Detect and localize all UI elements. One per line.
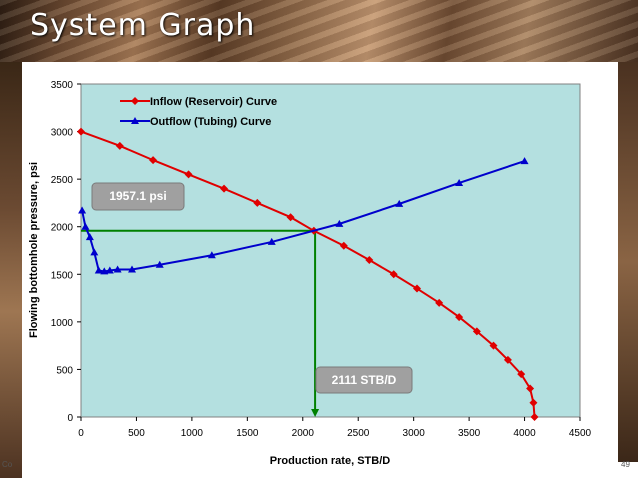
series-0-point-18 [526, 384, 535, 393]
left-decor-bar [0, 62, 22, 478]
series-0-point-11 [412, 284, 421, 293]
x-tick-label-9: 4500 [569, 428, 592, 439]
series-1-point-11 [267, 237, 276, 245]
plot-background [80, 83, 581, 418]
y-tick-label-5: 2500 [51, 175, 74, 186]
y-tick-label-1: 500 [56, 365, 73, 376]
series-0-point-9 [365, 256, 374, 265]
x-tick-label-8: 4000 [513, 428, 536, 439]
pressure-callout-text: 1957.1 psi [109, 189, 166, 203]
x-tick-label-7: 3500 [458, 428, 481, 439]
series-1-point-8 [128, 265, 137, 273]
series-0-point-13 [455, 313, 464, 322]
x-tick-label-0: 0 [78, 428, 84, 439]
series-line-1 [81, 160, 525, 273]
x-tick-label-4: 2000 [292, 428, 315, 439]
legend-outflow-marker [131, 117, 139, 124]
series-0-point-5 [253, 198, 262, 207]
series-0-point-10 [389, 270, 398, 279]
series-0-point-6 [286, 213, 295, 222]
y-axis-label: Flowing bottomhole pressure, psi [28, 162, 40, 338]
series-1-point-5 [100, 267, 109, 275]
series-0-point-0 [77, 127, 85, 136]
series-0-point-20 [530, 413, 539, 421]
footer-copyright: Co [2, 460, 13, 469]
series-0-point-19 [529, 398, 538, 407]
series-0-point-1 [115, 141, 124, 150]
series-0-point-17 [517, 370, 526, 379]
series-0-point-14 [472, 327, 481, 336]
rate-callout-text: 2111 STB/D [332, 373, 397, 387]
series-1-point-15 [520, 157, 529, 165]
page-number: 49 [621, 460, 630, 469]
series-1-point-3 [90, 248, 99, 256]
series-0-point-4 [220, 184, 229, 193]
x-tick-label-1: 500 [128, 428, 145, 439]
x-tick-label-6: 3000 [403, 428, 426, 439]
series-1-point-12 [335, 219, 344, 227]
operating-point-guides [81, 229, 320, 417]
legend-outflow-label: Outflow (Tubing) Curve [150, 116, 271, 128]
series-1-point-2 [85, 233, 94, 241]
y-tick-label-7: 3500 [51, 80, 74, 91]
right-decor-bar [618, 62, 638, 462]
rate-callout-box [315, 366, 413, 394]
series-1-point-1 [81, 222, 90, 230]
y-tick-label-3: 1500 [51, 270, 74, 281]
pressure-callout-box [91, 182, 185, 211]
x-tick-label-2: 1000 [181, 428, 204, 439]
series-1-point-0 [78, 206, 87, 214]
series-1-point-14 [455, 178, 464, 186]
x-tick-label-5: 2500 [347, 428, 370, 439]
series-1-point-10 [207, 251, 216, 259]
series-0-point-2 [149, 156, 158, 165]
rate-guide-arrowhead [311, 409, 320, 417]
y-tick-label-6: 3000 [51, 128, 74, 139]
x-axis-label: Production rate, STB/D [270, 455, 390, 467]
y-tick-label-0: 0 [67, 413, 73, 424]
series-0-point-16 [503, 355, 512, 364]
series-1-point-4 [94, 266, 103, 274]
series-0-point-12 [435, 298, 444, 307]
series-0-point-3 [184, 170, 193, 179]
series-0-point-15 [489, 341, 498, 350]
axes: 0 500 1000 1500 2000 2500 3000 3500 4000 4500 0 500… [51, 80, 592, 439]
legend: Inflow (Reservoir) Curve Outflow (Tubing… [120, 96, 277, 128]
y-tick-label-4: 2000 [51, 223, 74, 234]
series-1-point-6 [105, 266, 114, 274]
callouts: 1957.1 psi 2111 STB/D [91, 182, 413, 394]
title-banner [0, 0, 638, 62]
series-1-point-13 [395, 199, 404, 207]
series-0-point-8 [339, 241, 348, 250]
x-tick-label-3: 1500 [236, 428, 259, 439]
series-1-point-9 [155, 260, 164, 268]
legend-inflow-label: Inflow (Reservoir) Curve [150, 96, 277, 108]
series-layer [77, 127, 539, 421]
y-tick-label-2: 1000 [51, 318, 74, 329]
legend-inflow-marker [131, 97, 139, 105]
series-1-point-7 [113, 265, 122, 273]
banner-texture [0, 0, 638, 62]
slide-title: System Graph [30, 8, 256, 43]
